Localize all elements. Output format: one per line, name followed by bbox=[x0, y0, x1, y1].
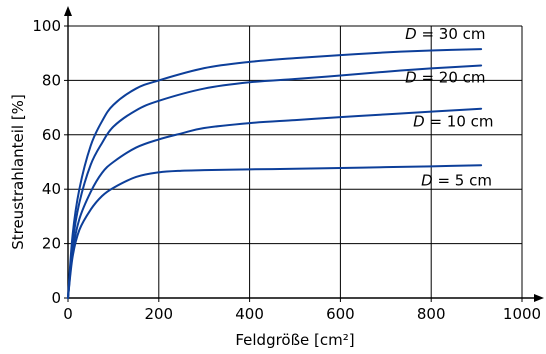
x-tick-label-200: 200 bbox=[144, 305, 173, 323]
y-tick-label-0: 0 bbox=[51, 289, 61, 307]
series-label-value: = 20 cm bbox=[417, 68, 486, 86]
y-tick-label-20: 20 bbox=[42, 235, 61, 253]
series-lines bbox=[67, 48, 483, 299]
y-tick-label-80: 80 bbox=[42, 71, 61, 89]
y-tick-label-40: 40 bbox=[42, 180, 61, 198]
series-line-1 bbox=[67, 48, 483, 299]
y-tick-label-100: 100 bbox=[32, 17, 61, 35]
series-label-variable: D bbox=[421, 171, 433, 189]
x-axis-arrow bbox=[534, 294, 544, 302]
y-axis-title: Streustrahlanteil [%] bbox=[9, 94, 27, 250]
series-label-variable: D bbox=[405, 68, 417, 86]
x-tick-labels: 0 200 400 600 800 1000 bbox=[63, 305, 541, 323]
x-tick-label-1000: 1000 bbox=[503, 305, 541, 323]
series-label-variable: D bbox=[413, 113, 425, 131]
x-tick-label-600: 600 bbox=[326, 305, 355, 323]
series-label-3: D = 10 cm bbox=[413, 113, 493, 131]
series-label-2: D = 20 cm bbox=[405, 68, 485, 86]
y-tick-label-60: 60 bbox=[42, 126, 61, 144]
series-label-variable: D bbox=[405, 25, 417, 43]
series-label-value: = 30 cm bbox=[417, 25, 486, 43]
x-axis-title: Feldgröße [cm²] bbox=[235, 331, 354, 349]
series-line-3 bbox=[67, 107, 483, 299]
y-tick-labels: 0 20 40 60 80 100 bbox=[32, 17, 61, 307]
series-label-1: D = 30 cm bbox=[405, 25, 485, 43]
series-line-2 bbox=[67, 64, 483, 299]
series-labels: D = 30 cmD = 20 cmD = 10 cmD = 5 cm bbox=[405, 25, 493, 189]
series-line-4 bbox=[67, 164, 483, 299]
y-axis-arrow bbox=[64, 6, 72, 16]
x-tick-label-400: 400 bbox=[235, 305, 264, 323]
x-tick-label-800: 800 bbox=[417, 305, 446, 323]
series-label-4: D = 5 cm bbox=[421, 171, 492, 189]
series-label-value: = 5 cm bbox=[433, 171, 492, 189]
series-label-value: = 10 cm bbox=[425, 113, 494, 131]
grid bbox=[68, 25, 523, 298]
x-tick-label-0: 0 bbox=[63, 305, 73, 323]
axes bbox=[64, 6, 544, 302]
